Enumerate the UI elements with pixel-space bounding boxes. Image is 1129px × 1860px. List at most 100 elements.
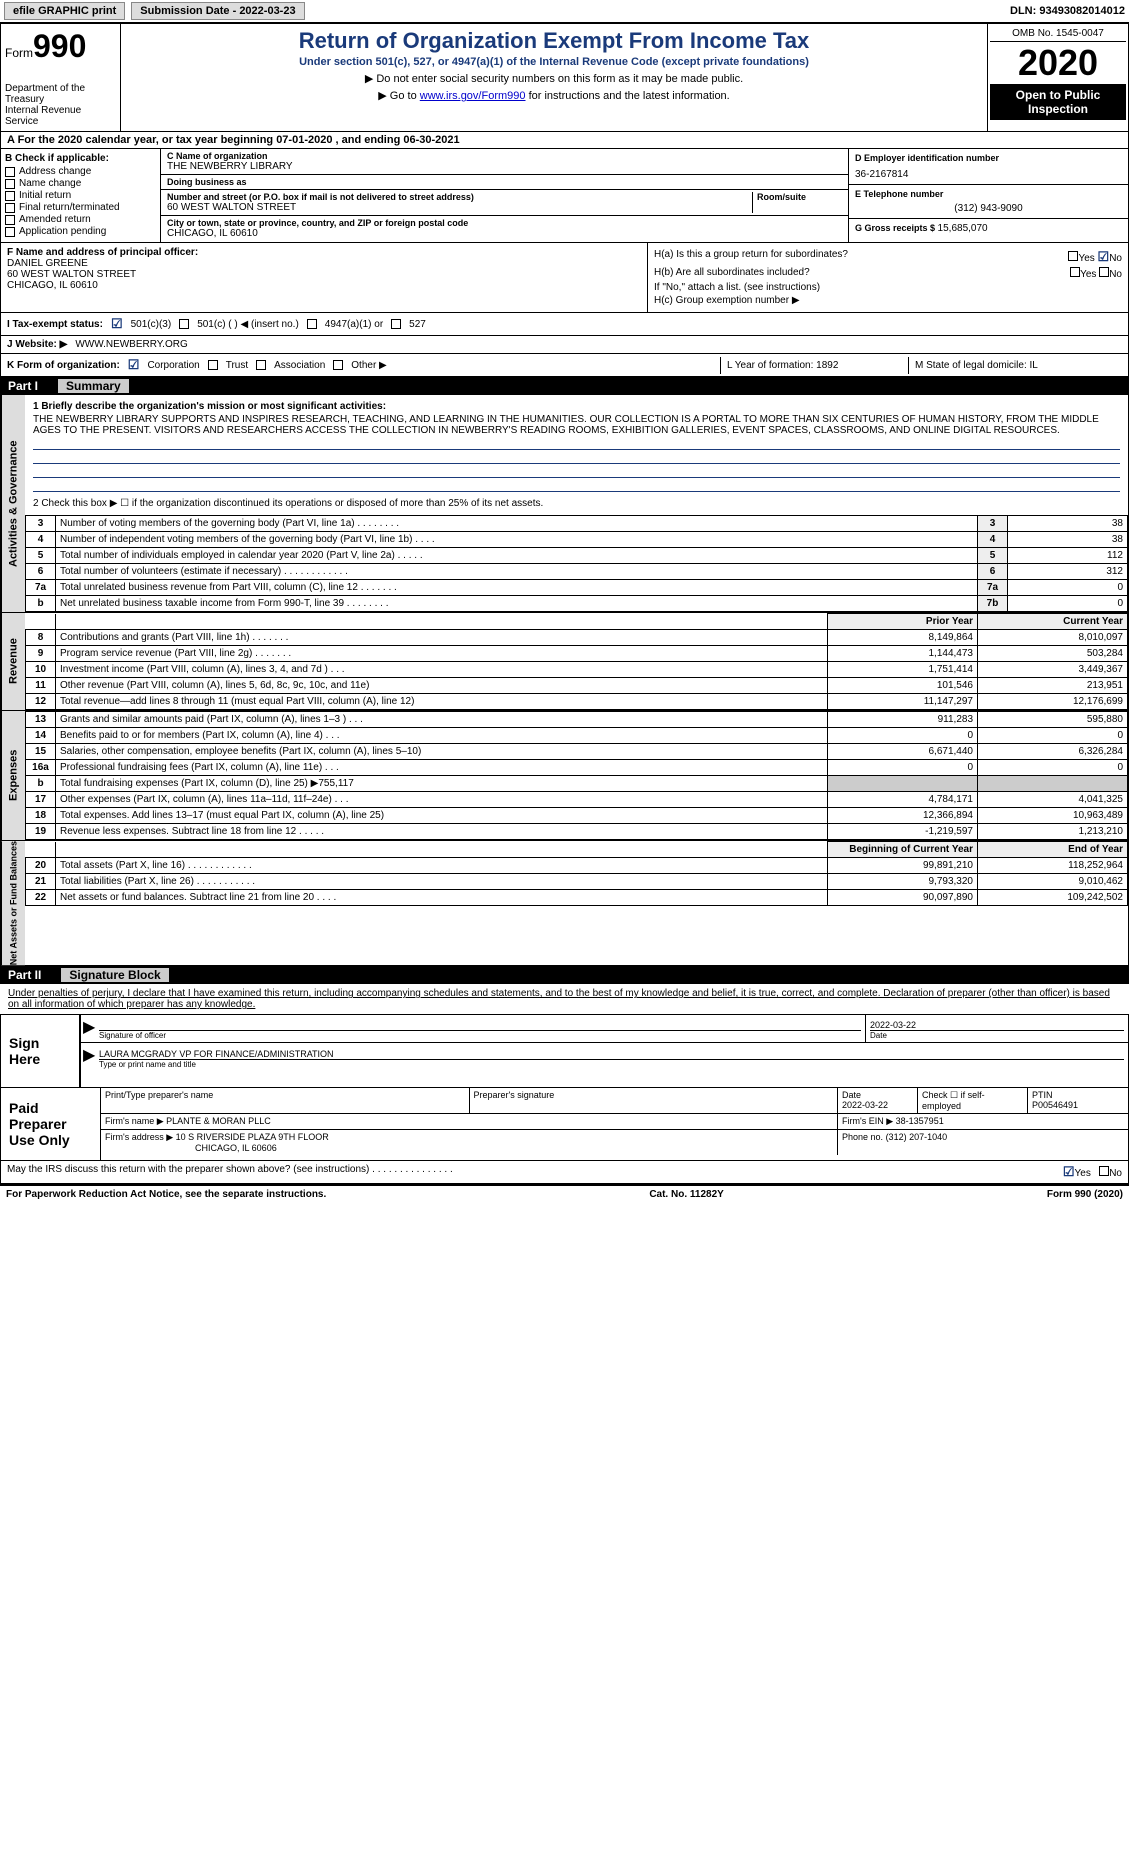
irs-link[interactable]: www.irs.gov/Form990 bbox=[420, 90, 526, 102]
row-value: 0 bbox=[1008, 596, 1128, 612]
part2-header: Part II Signature Block bbox=[0, 966, 1129, 984]
arrow-icon: ▶ bbox=[81, 1015, 95, 1042]
current-value: 9,010,462 bbox=[978, 874, 1128, 890]
cb-501c[interactable] bbox=[179, 319, 189, 329]
footer-left: For Paperwork Reduction Act Notice, see … bbox=[6, 1189, 326, 1200]
row-num: 7a bbox=[26, 580, 56, 596]
current-value: 10,963,489 bbox=[978, 808, 1128, 824]
row-value: 38 bbox=[1008, 516, 1128, 532]
row-num: 8 bbox=[26, 630, 56, 646]
cb-other[interactable] bbox=[333, 360, 343, 370]
website-value: WWW.NEWBERRY.ORG bbox=[75, 339, 187, 350]
sig-date-value: 2022-03-22 bbox=[870, 1020, 1124, 1030]
dln-label: DLN: 93493082014012 bbox=[1010, 5, 1125, 17]
officer-city: CHICAGO, IL 60610 bbox=[7, 280, 641, 291]
row-label: Total liabilities (Part X, line 26) . . … bbox=[56, 874, 828, 890]
footer-right: Form 990 (2020) bbox=[1047, 1189, 1123, 1200]
exp-section: Expenses 13 Grants and similar amounts p… bbox=[0, 711, 1129, 841]
cb-hb-yes[interactable] bbox=[1070, 267, 1080, 277]
footer-row: For Paperwork Reduction Act Notice, see … bbox=[0, 1184, 1129, 1203]
row-label: Number of independent voting members of … bbox=[56, 532, 978, 548]
check-ha-no: ☑ bbox=[1098, 249, 1110, 264]
prior-value: 1,751,414 bbox=[828, 662, 978, 678]
exp-side-label: Expenses bbox=[1, 711, 25, 840]
cb-hb-no[interactable] bbox=[1099, 267, 1109, 277]
dept-line2: Internal Revenue Service bbox=[5, 105, 116, 127]
row-label: Program service revenue (Part VIII, line… bbox=[56, 646, 828, 662]
row-num: 14 bbox=[26, 728, 56, 744]
check-discuss-yes: ☑ bbox=[1063, 1164, 1075, 1179]
sig-name-label: Type or print name and title bbox=[99, 1059, 1124, 1069]
state-domicile: M State of legal domicile: IL bbox=[908, 357, 1128, 374]
prior-value: 8,149,864 bbox=[828, 630, 978, 646]
submission-btn[interactable]: Submission Date - 2022-03-23 bbox=[131, 2, 304, 20]
part1-header: Part I Summary bbox=[0, 377, 1129, 395]
q2-text: 2 Check this box ▶ ☐ if the organization… bbox=[33, 498, 1120, 509]
header-center: Return of Organization Exempt From Incom… bbox=[121, 24, 988, 131]
cb-final-return[interactable] bbox=[5, 203, 15, 213]
cb-527[interactable] bbox=[391, 319, 401, 329]
row-value: 312 bbox=[1008, 564, 1128, 580]
row-label: Total fundraising expenses (Part IX, col… bbox=[56, 776, 828, 792]
row-j: J Website: ▶ WWW.NEWBERRY.ORG bbox=[0, 336, 1129, 354]
check-501c3: ☑ bbox=[111, 316, 123, 332]
phone-value: (312) 943-9090 bbox=[855, 203, 1122, 214]
firm-name: PLANTE & MORAN PLLC bbox=[166, 1116, 271, 1126]
prior-value: 0 bbox=[828, 728, 978, 744]
sign-block: Sign Here ▶ Signature of officer 2022-03… bbox=[0, 1014, 1129, 1088]
prior-value: 11,147,297 bbox=[828, 694, 978, 710]
current-value: 0 bbox=[978, 728, 1128, 744]
cb-assoc[interactable] bbox=[256, 360, 266, 370]
dept-line1: Department of the Treasury bbox=[5, 83, 116, 105]
row-label: Total revenue—add lines 8 through 11 (mu… bbox=[56, 694, 828, 710]
main-grid: B Check if applicable: Address change Na… bbox=[0, 149, 1129, 243]
cb-4947[interactable] bbox=[307, 319, 317, 329]
header-note1: ▶ Do not enter social security numbers o… bbox=[129, 72, 979, 85]
section-a: A For the 2020 calendar year, or tax yea… bbox=[0, 132, 1129, 149]
prep-date-value: 2022-03-22 bbox=[842, 1100, 913, 1110]
row-key: 7b bbox=[978, 596, 1008, 612]
row-label: Salaries, other compensation, employee b… bbox=[56, 744, 828, 760]
current-value: 118,252,964 bbox=[978, 858, 1128, 874]
ein-label: D Employer identification number bbox=[855, 153, 1122, 163]
mission-text: THE NEWBERRY LIBRARY SUPPORTS AND INSPIR… bbox=[33, 414, 1120, 436]
prior-value: 4,784,171 bbox=[828, 792, 978, 808]
prep-name-hdr: Print/Type preparer's name bbox=[101, 1088, 470, 1113]
cb-ha-yes[interactable] bbox=[1068, 251, 1078, 261]
current-value: 503,284 bbox=[978, 646, 1128, 662]
ein-value: 36-2167814 bbox=[855, 169, 1122, 180]
cb-initial-return[interactable] bbox=[5, 191, 15, 201]
city-label: City or town, state or province, country… bbox=[167, 218, 842, 228]
city-value: CHICAGO, IL 60610 bbox=[167, 228, 842, 239]
col-b-header: B Check if applicable: bbox=[5, 153, 156, 164]
cb-discuss-no[interactable] bbox=[1099, 1166, 1109, 1176]
row-num: 6 bbox=[26, 564, 56, 580]
row-num: 11 bbox=[26, 678, 56, 694]
cb-address-change[interactable] bbox=[5, 167, 15, 177]
row-label: Revenue less expenses. Subtract line 18 … bbox=[56, 824, 828, 840]
officer-street: 60 WEST WALTON STREET bbox=[7, 269, 641, 280]
row-num: 3 bbox=[26, 516, 56, 532]
firm-ein: 38-1357951 bbox=[896, 1116, 944, 1126]
row-key: 7a bbox=[978, 580, 1008, 596]
gross-label: G Gross receipts $ bbox=[855, 223, 938, 233]
row-label: Net unrelated business taxable income fr… bbox=[56, 596, 978, 612]
efile-btn[interactable]: efile GRAPHIC print bbox=[4, 2, 125, 20]
prior-value: 1,144,473 bbox=[828, 646, 978, 662]
cb-application-pending[interactable] bbox=[5, 227, 15, 237]
street-label: Number and street (or P.O. box if mail i… bbox=[167, 192, 752, 202]
current-value: 8,010,097 bbox=[978, 630, 1128, 646]
row-num: 16a bbox=[26, 760, 56, 776]
row-k: K Form of organization: ☑Corporation Tru… bbox=[0, 354, 1129, 377]
cb-amended-return[interactable] bbox=[5, 215, 15, 225]
net-table: Beginning of Current Year End of Year 20… bbox=[25, 841, 1128, 906]
cb-name-change[interactable] bbox=[5, 179, 15, 189]
row-num: 20 bbox=[26, 858, 56, 874]
row-label: Investment income (Part VIII, column (A)… bbox=[56, 662, 828, 678]
current-value: 3,449,367 bbox=[978, 662, 1128, 678]
row-label: Professional fundraising fees (Part IX, … bbox=[56, 760, 828, 776]
sign-here-label: Sign Here bbox=[1, 1015, 81, 1087]
firm-phone: (312) 207-1040 bbox=[886, 1132, 948, 1142]
cb-trust[interactable] bbox=[208, 360, 218, 370]
omb-number: OMB No. 1545-0047 bbox=[990, 26, 1126, 42]
